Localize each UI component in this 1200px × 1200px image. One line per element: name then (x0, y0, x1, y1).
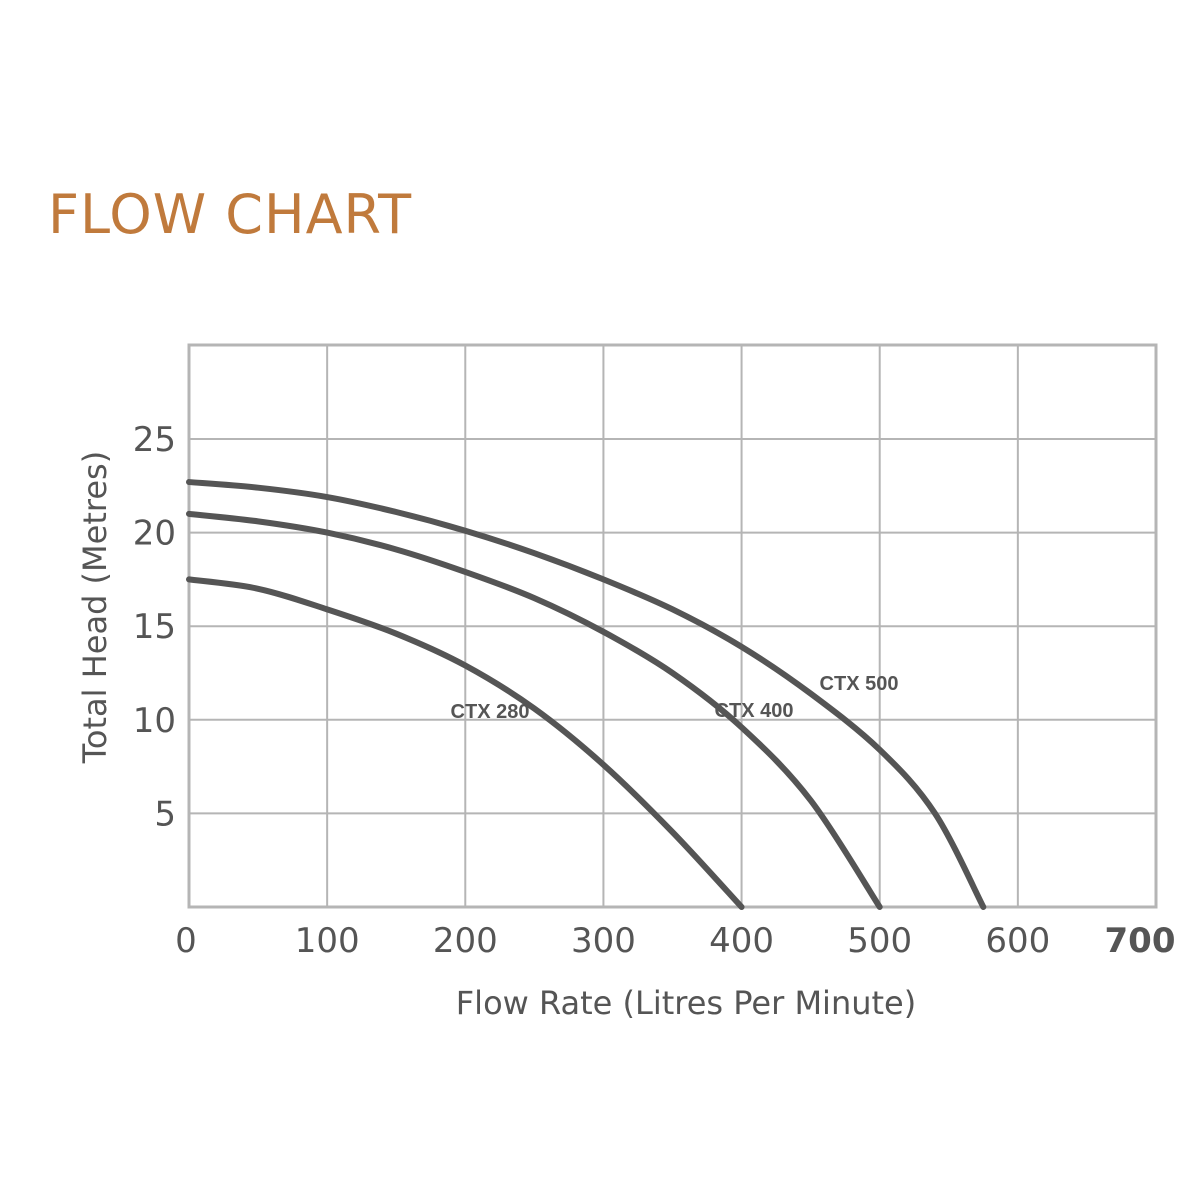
x-tick-label: 200 (433, 921, 498, 961)
y-axis-label: Total Head (Metres) (76, 451, 114, 764)
x-tick-labels: 0 100 200 300 400 500 600 700 (175, 921, 1175, 961)
series-line-ctx-500 (186, 479, 987, 910)
x-tick-label: 300 (571, 921, 636, 961)
x-tick-label: 100 (295, 921, 360, 961)
series-line-ctx-400 (186, 510, 883, 910)
x-tick-label: 0 (175, 921, 197, 961)
x-tick-label: 700 (1105, 921, 1176, 961)
x-tick-label: 400 (709, 921, 774, 961)
series-label-ctx-280: CTX 280 (451, 701, 530, 723)
plot-frame (187, 343, 1158, 909)
series-curves (186, 479, 987, 910)
y-tick-label: 5 (154, 794, 176, 834)
series-label-ctx-400: CTX 400 (715, 700, 794, 722)
x-tick-label: 500 (847, 921, 912, 961)
x-tick-label: 600 (985, 921, 1050, 961)
y-tick-label: 10 (133, 701, 176, 741)
series-labels: CTX 280 CTX 400 CTX 500 (451, 673, 899, 723)
series-label-ctx-500: CTX 500 (820, 673, 899, 695)
y-tick-label: 25 (133, 420, 176, 460)
y-tick-label: 20 (133, 514, 176, 554)
series-line-ctx-280 (186, 576, 745, 910)
page-title: FLOW CHART (48, 183, 413, 246)
x-axis-label: Flow Rate (Litres Per Minute) (456, 984, 916, 1022)
y-tick-label: 15 (133, 607, 176, 647)
grid-lines (189, 345, 1156, 907)
y-tick-labels: 5 10 15 20 25 (133, 420, 176, 834)
